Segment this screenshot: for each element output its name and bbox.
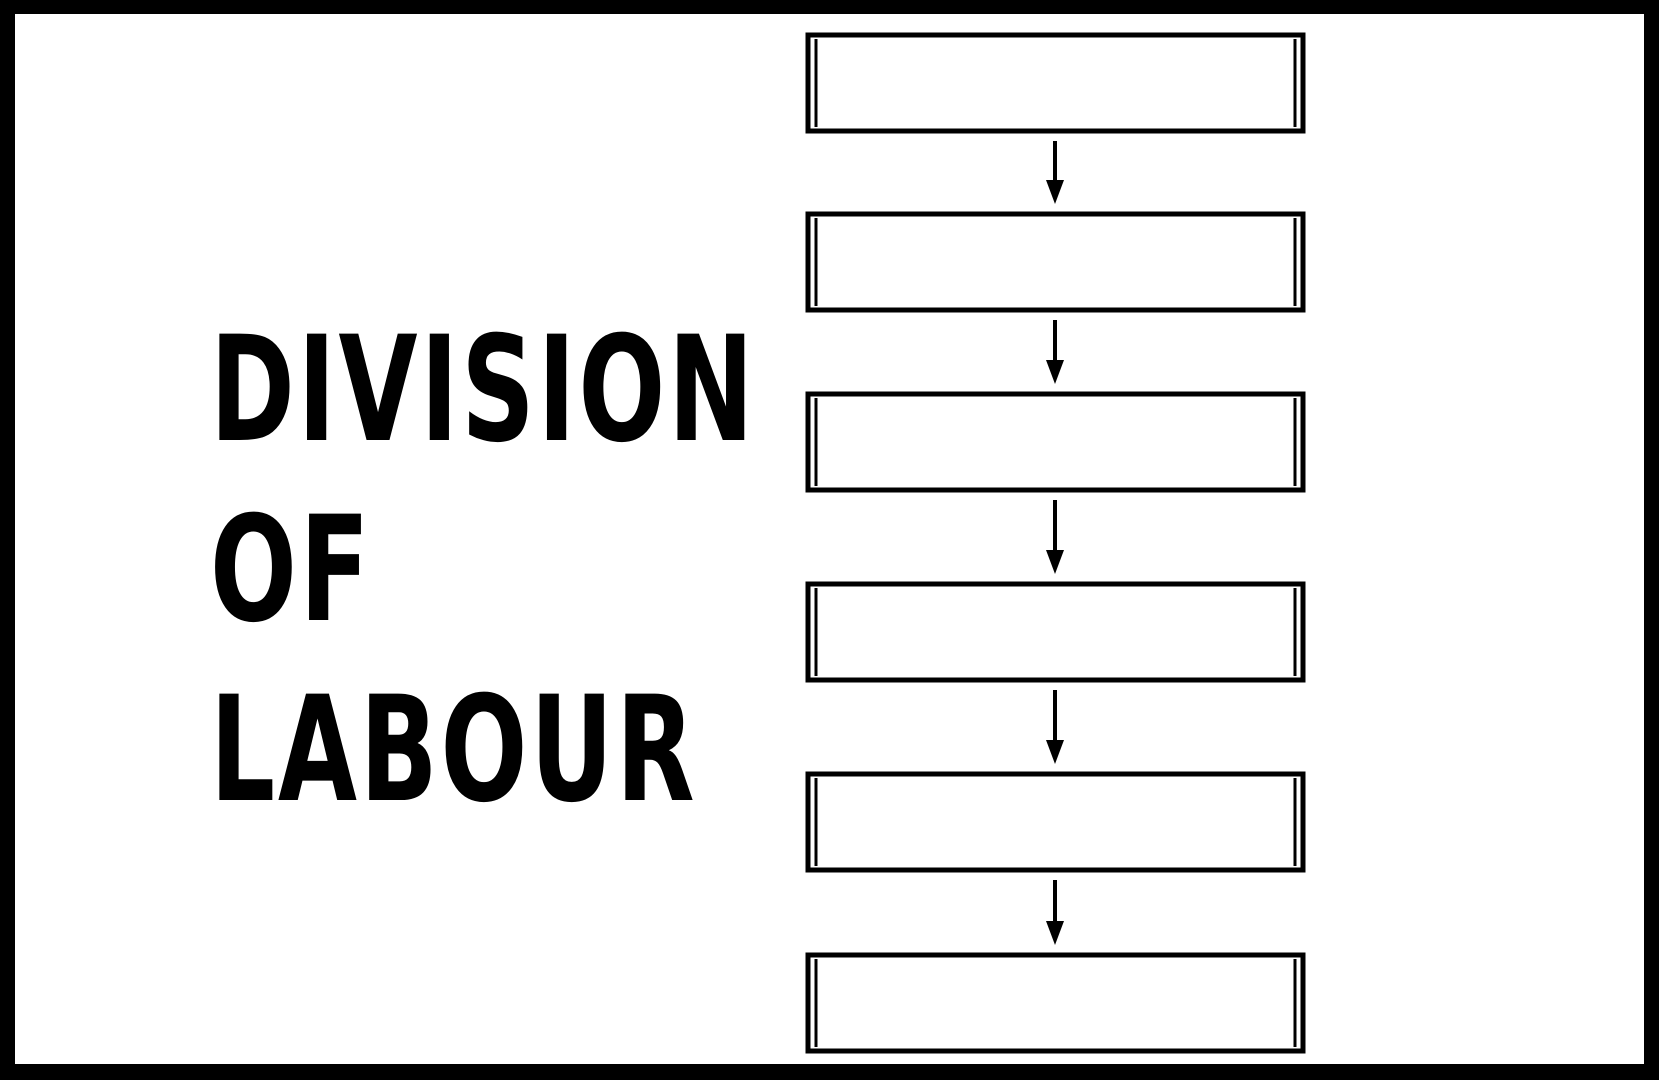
flow-box-2: [805, 211, 1306, 313]
flow-arrow-2-head: [1046, 360, 1064, 384]
diagram-canvas: [15, 14, 1644, 1064]
flow-arrow-5-head: [1046, 921, 1064, 945]
flow-box-5: [805, 771, 1306, 873]
flow-arrow-3-head: [1046, 550, 1064, 574]
flow-box-3: [805, 391, 1306, 493]
flow-box-group: [805, 32, 1306, 1054]
flow-box-1: [805, 32, 1306, 134]
flow-box-4: [805, 581, 1306, 683]
flow-box-6: [805, 952, 1306, 1054]
flow-arrow-1-head: [1046, 180, 1064, 204]
flow-arrow-group: [1046, 141, 1064, 945]
title-line-of: OF: [210, 485, 373, 655]
flow-arrow-4-head: [1046, 740, 1064, 764]
